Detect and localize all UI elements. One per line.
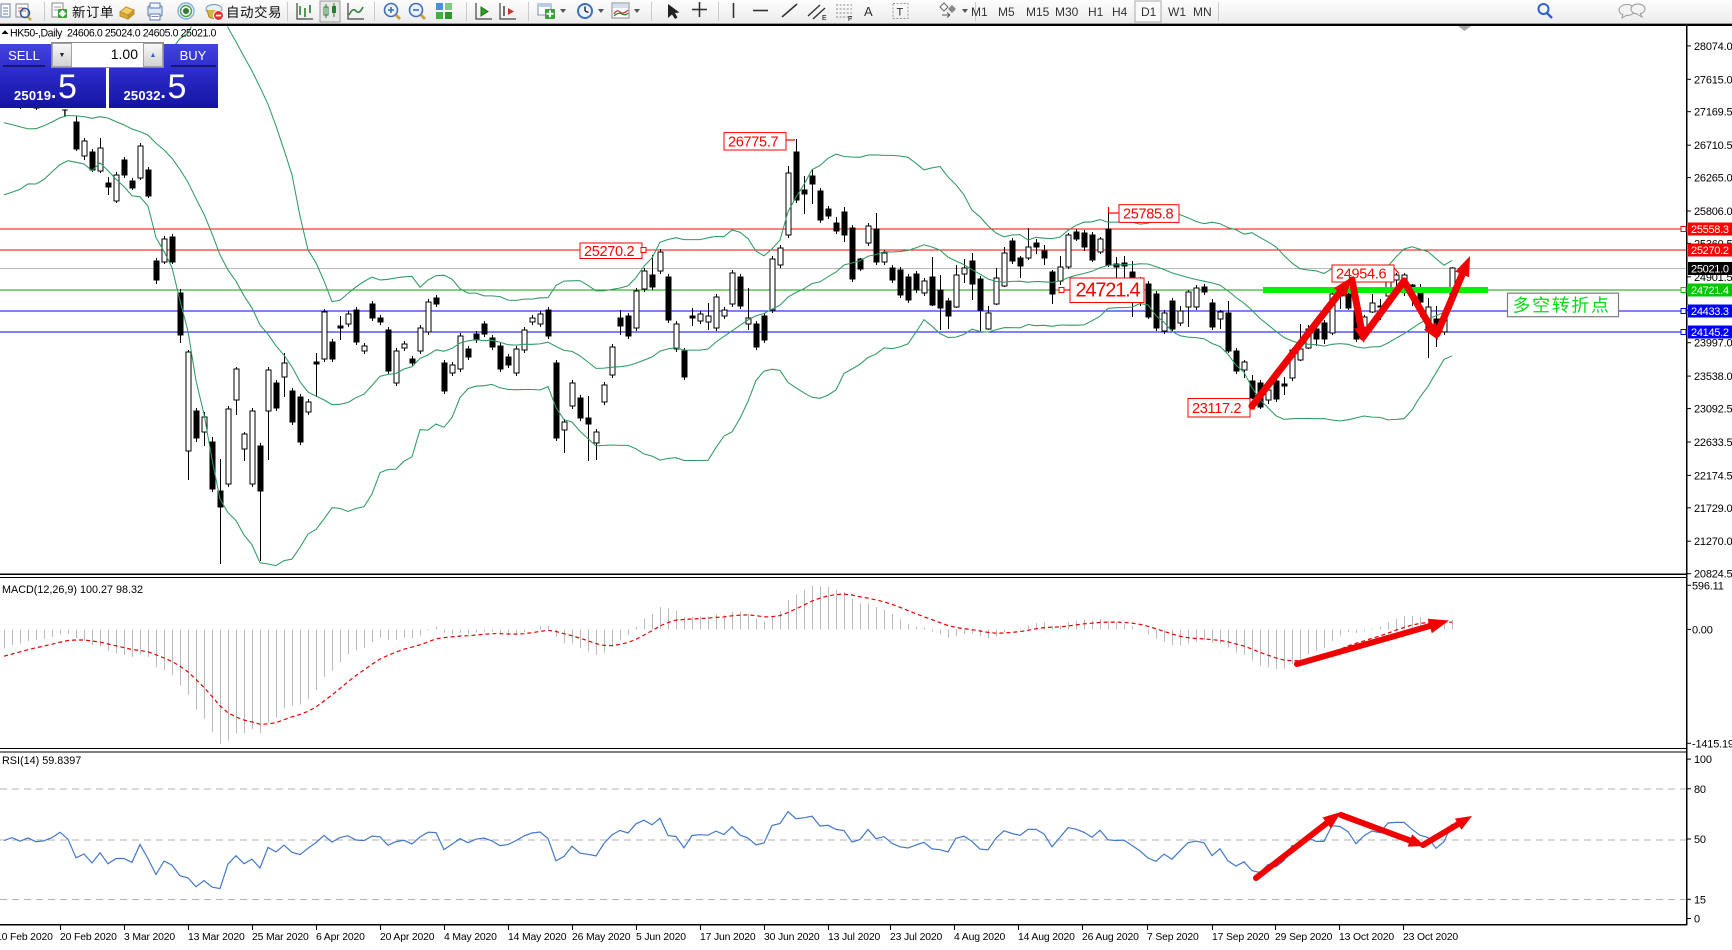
svg-text:0: 0 (1694, 914, 1700, 926)
svg-text:25558.3: 25558.3 (1691, 224, 1729, 236)
svg-text:14 Aug 2020: 14 Aug 2020 (1018, 932, 1075, 943)
svg-text:27169.5: 27169.5 (1694, 107, 1732, 119)
svg-text:-1415.19: -1415.19 (1692, 738, 1732, 750)
svg-text:20 Feb 2020: 20 Feb 2020 (60, 932, 117, 943)
svg-text:10 Feb 2020: 10 Feb 2020 (0, 932, 53, 943)
svg-text:23117.2: 23117.2 (1192, 401, 1241, 417)
svg-text:21729.0: 21729.0 (1694, 503, 1732, 515)
svg-text:80: 80 (1694, 784, 1706, 796)
svg-text:25021.0: 25021.0 (1691, 263, 1729, 275)
svg-text:28074.0: 28074.0 (1694, 41, 1732, 53)
svg-text:E: E (822, 15, 827, 22)
svg-text:13 Oct 2020: 13 Oct 2020 (1339, 932, 1394, 943)
svg-text:25785.8: 25785.8 (1123, 207, 1174, 223)
svg-text:23997.0: 23997.0 (1694, 338, 1732, 350)
svg-text:23 Oct 2020: 23 Oct 2020 (1403, 932, 1458, 943)
svg-text:23 Jul 2020: 23 Jul 2020 (890, 932, 942, 943)
svg-text:21270.0: 21270.0 (1694, 536, 1732, 548)
svg-text:A: A (864, 4, 873, 19)
svg-text:6 Apr 2020: 6 Apr 2020 (316, 932, 365, 943)
svg-text:14 May 2020: 14 May 2020 (508, 932, 567, 943)
svg-text:23538.0: 23538.0 (1694, 371, 1732, 383)
svg-text:F: F (848, 16, 852, 23)
svg-text:15: 15 (1694, 894, 1706, 906)
svg-text:7 Sep 2020: 7 Sep 2020 (1147, 932, 1199, 943)
svg-text:25806.0: 25806.0 (1694, 206, 1732, 218)
svg-text:17 Sep 2020: 17 Sep 2020 (1212, 932, 1270, 943)
svg-text:20 Apr 2020: 20 Apr 2020 (380, 932, 435, 943)
svg-text:0.00: 0.00 (1692, 624, 1713, 636)
svg-text:T: T (897, 7, 904, 19)
svg-text:25270.2: 25270.2 (584, 244, 635, 260)
svg-text:24721.4: 24721.4 (1691, 285, 1729, 297)
svg-text:24433.3: 24433.3 (1691, 306, 1729, 318)
svg-text:13 Jul 2020: 13 Jul 2020 (828, 932, 880, 943)
svg-text:23092.5: 23092.5 (1694, 404, 1732, 416)
svg-text:26775.7: 26775.7 (728, 134, 779, 150)
svg-text:26265.0: 26265.0 (1694, 173, 1732, 185)
svg-text:5 Jun 2020: 5 Jun 2020 (636, 932, 686, 943)
svg-text:29 Sep 2020: 29 Sep 2020 (1275, 932, 1333, 943)
svg-text:RSI(14) 59.8397: RSI(14) 59.8397 (2, 755, 81, 767)
svg-text:24721.4: 24721.4 (1076, 280, 1141, 302)
svg-text:22633.5: 22633.5 (1694, 437, 1732, 449)
svg-text:4 May 2020: 4 May 2020 (444, 932, 497, 943)
svg-text:26710.5: 26710.5 (1694, 140, 1732, 152)
svg-text:25 Mar 2020: 25 Mar 2020 (252, 932, 309, 943)
svg-text:26 May 2020: 26 May 2020 (572, 932, 631, 943)
svg-text:30 Jun 2020: 30 Jun 2020 (764, 932, 820, 943)
svg-text:MACD(12,26,9) 100.27 98.32: MACD(12,26,9) 100.27 98.32 (2, 584, 143, 596)
svg-text:100: 100 (1694, 754, 1712, 766)
svg-text:25270.2: 25270.2 (1691, 245, 1729, 257)
svg-text:3 Mar 2020: 3 Mar 2020 (124, 932, 175, 943)
svg-text:HK50-,Daily 24606.0 25024.0 2: HK50-,Daily 24606.0 25024.0 24605.0 2502… (10, 28, 216, 40)
svg-text:26 Aug 2020: 26 Aug 2020 (1082, 932, 1139, 943)
svg-text:24954.6: 24954.6 (1336, 267, 1387, 283)
svg-text:13 Mar 2020: 13 Mar 2020 (188, 932, 245, 943)
svg-text:596.11: 596.11 (1692, 580, 1724, 592)
svg-text:22174.5: 22174.5 (1694, 470, 1732, 482)
svg-text:4 Aug 2020: 4 Aug 2020 (954, 932, 1005, 943)
svg-text:50: 50 (1694, 834, 1706, 846)
svg-text:17 Jun 2020: 17 Jun 2020 (700, 932, 756, 943)
svg-text:24145.2: 24145.2 (1691, 327, 1729, 339)
svg-text:20824.5: 20824.5 (1694, 569, 1732, 581)
svg-text:T: T (62, 108, 68, 119)
svg-text:27615.0: 27615.0 (1694, 74, 1732, 86)
